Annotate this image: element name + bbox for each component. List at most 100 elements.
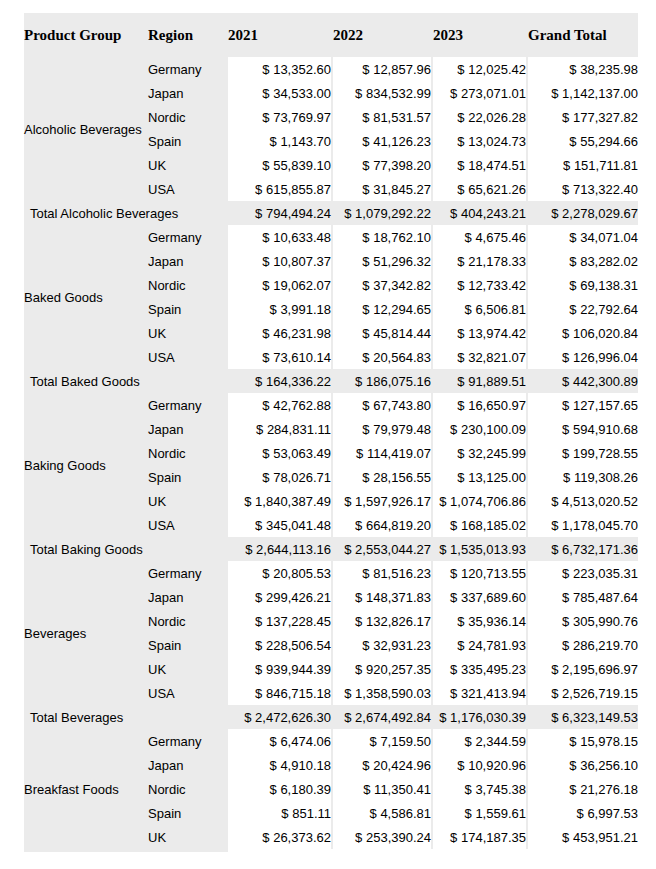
value-cell: $ 83,282.02 bbox=[528, 249, 638, 273]
total-row: Total Alcoholic Beverages$ 794,494.24$ 1… bbox=[24, 201, 638, 225]
value-cell: $ 6,180.39 bbox=[228, 777, 333, 801]
value-cell: $ 34,533.00 bbox=[228, 81, 333, 105]
value-cell: $ 34,071.04 bbox=[528, 225, 638, 249]
value-cell: $ 77,398.20 bbox=[333, 153, 433, 177]
total-value-cell: $ 6,732,171.36 bbox=[528, 537, 638, 561]
value-cell: $ 199,728.55 bbox=[528, 441, 638, 465]
value-cell: $ 81,516.23 bbox=[333, 561, 433, 585]
value-cell: $ 20,424.96 bbox=[333, 753, 433, 777]
value-cell: $ 42,762.88 bbox=[228, 393, 333, 417]
region-cell: Germany bbox=[148, 225, 228, 249]
region-cell: Spain bbox=[148, 633, 228, 657]
total-label-cell: Total Beverages bbox=[24, 705, 228, 729]
value-cell: $ 19,062.07 bbox=[228, 273, 333, 297]
value-cell: $ 10,633.48 bbox=[228, 225, 333, 249]
total-row: Total Beverages$ 2,472,626.30$ 2,674,492… bbox=[24, 705, 638, 729]
value-cell: $ 45,814.44 bbox=[333, 321, 433, 345]
header-row: Product Group Region 2021 2022 2023 Gran… bbox=[24, 13, 638, 57]
value-cell: $ 38,235.98 bbox=[528, 57, 638, 81]
value-cell: $ 3,745.38 bbox=[433, 777, 528, 801]
total-row: Total Baked Goods$ 164,336.22$ 186,075.1… bbox=[24, 369, 638, 393]
total-value-cell: $ 91,889.51 bbox=[433, 369, 528, 393]
table-cutoff-sliver bbox=[24, 849, 638, 852]
value-cell: $ 321,413.94 bbox=[433, 681, 528, 705]
region-cell: USA bbox=[148, 681, 228, 705]
total-value-cell: $ 164,336.22 bbox=[228, 369, 333, 393]
data-row: Baking GoodsGermany$ 42,762.88$ 67,743.8… bbox=[24, 393, 638, 417]
region-cell: USA bbox=[148, 177, 228, 201]
value-cell: $ 21,178.33 bbox=[433, 249, 528, 273]
value-cell: $ 335,495.23 bbox=[433, 657, 528, 681]
value-cell: $ 4,513,020.52 bbox=[528, 489, 638, 513]
total-value-cell: $ 1,176,030.39 bbox=[433, 705, 528, 729]
value-cell: $ 32,931.23 bbox=[333, 633, 433, 657]
column-header-grand-total: Grand Total bbox=[528, 13, 638, 57]
value-cell: $ 12,733.42 bbox=[433, 273, 528, 297]
total-label-cell: Total Baking Goods bbox=[24, 537, 228, 561]
value-cell: $ 18,474.51 bbox=[433, 153, 528, 177]
value-cell: $ 785,487.64 bbox=[528, 585, 638, 609]
column-header-2023: 2023 bbox=[433, 13, 528, 57]
value-cell: $ 834,532.99 bbox=[333, 81, 433, 105]
region-cell: Japan bbox=[148, 81, 228, 105]
value-cell: $ 337,689.60 bbox=[433, 585, 528, 609]
value-cell: $ 12,294.65 bbox=[333, 297, 433, 321]
value-cell: $ 120,713.55 bbox=[433, 561, 528, 585]
data-row: BeveragesGermany$ 20,805.53$ 81,516.23$ … bbox=[24, 561, 638, 585]
total-value-cell: $ 186,075.16 bbox=[333, 369, 433, 393]
report-page: Product Group Region 2021 2022 2023 Gran… bbox=[0, 0, 656, 869]
value-cell: $ 594,910.68 bbox=[528, 417, 638, 441]
value-cell: $ 2,344.59 bbox=[433, 729, 528, 753]
region-cell: Nordic bbox=[148, 441, 228, 465]
value-cell: $ 148,371.83 bbox=[333, 585, 433, 609]
value-cell: $ 284,831.11 bbox=[228, 417, 333, 441]
value-cell: $ 345,041.48 bbox=[228, 513, 333, 537]
value-cell: $ 6,474.06 bbox=[228, 729, 333, 753]
value-cell: $ 28,156.55 bbox=[333, 465, 433, 489]
value-cell: $ 22,792.64 bbox=[528, 297, 638, 321]
value-cell: $ 46,231.98 bbox=[228, 321, 333, 345]
total-value-cell: $ 1,535,013.93 bbox=[433, 537, 528, 561]
region-cell: Nordic bbox=[148, 609, 228, 633]
column-header-region: Region bbox=[148, 13, 228, 57]
value-cell: $ 79,979.48 bbox=[333, 417, 433, 441]
total-value-cell: $ 2,674,492.84 bbox=[333, 705, 433, 729]
value-cell: $ 73,610.14 bbox=[228, 345, 333, 369]
region-cell: Japan bbox=[148, 753, 228, 777]
value-cell: $ 26,373.62 bbox=[228, 825, 333, 849]
total-value-cell: $ 1,079,292.22 bbox=[333, 201, 433, 225]
total-value-cell: $ 442,300.89 bbox=[528, 369, 638, 393]
region-cell: Spain bbox=[148, 801, 228, 825]
value-cell: $ 16,650.97 bbox=[433, 393, 528, 417]
value-cell: $ 13,024.73 bbox=[433, 129, 528, 153]
column-header-2022: 2022 bbox=[333, 13, 433, 57]
total-value-cell: $ 2,553,044.27 bbox=[333, 537, 433, 561]
value-cell: $ 67,743.80 bbox=[333, 393, 433, 417]
value-cell: $ 228,506.54 bbox=[228, 633, 333, 657]
region-cell: UK bbox=[148, 153, 228, 177]
data-row: Baked GoodsGermany$ 10,633.48$ 18,762.10… bbox=[24, 225, 638, 249]
value-cell: $ 4,910.18 bbox=[228, 753, 333, 777]
value-cell: $ 713,322.40 bbox=[528, 177, 638, 201]
value-cell: $ 177,327.82 bbox=[528, 105, 638, 129]
total-row: Total Baking Goods$ 2,644,113.16$ 2,553,… bbox=[24, 537, 638, 561]
value-cell: $ 1,142,137.00 bbox=[528, 81, 638, 105]
value-cell: $ 453,951.21 bbox=[528, 825, 638, 849]
product-group-cell: Beverages bbox=[24, 561, 148, 705]
value-cell: $ 846,715.18 bbox=[228, 681, 333, 705]
value-cell: $ 51,296.32 bbox=[333, 249, 433, 273]
value-cell: $ 920,257.35 bbox=[333, 657, 433, 681]
total-value-cell: $ 6,323,149.53 bbox=[528, 705, 638, 729]
pivot-report: Product Group Region 2021 2022 2023 Gran… bbox=[24, 13, 638, 852]
value-cell: $ 4,586.81 bbox=[333, 801, 433, 825]
value-cell: $ 55,839.10 bbox=[228, 153, 333, 177]
value-cell: $ 32,821.07 bbox=[433, 345, 528, 369]
value-cell: $ 69,138.31 bbox=[528, 273, 638, 297]
value-cell: $ 35,936.14 bbox=[433, 609, 528, 633]
value-cell: $ 127,157.65 bbox=[528, 393, 638, 417]
value-cell: $ 851.11 bbox=[228, 801, 333, 825]
value-cell: $ 37,342.82 bbox=[333, 273, 433, 297]
total-value-cell: $ 2,472,626.30 bbox=[228, 705, 333, 729]
value-cell: $ 137,228.45 bbox=[228, 609, 333, 633]
value-cell: $ 36,256.10 bbox=[528, 753, 638, 777]
